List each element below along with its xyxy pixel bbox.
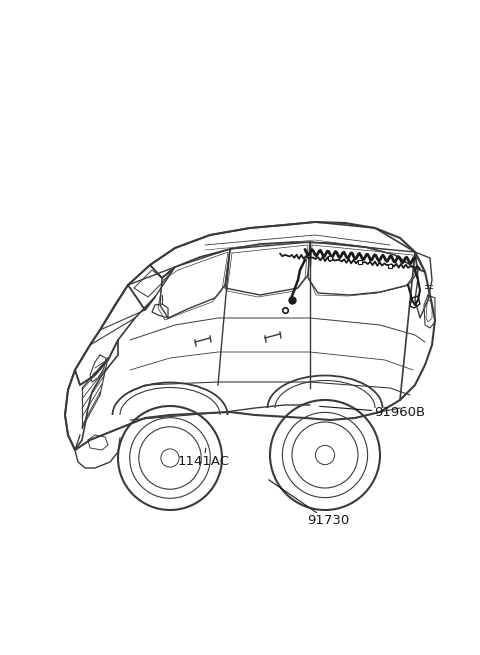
Text: 91960B: 91960B: [320, 406, 426, 419]
Text: 1141AC: 1141AC: [178, 448, 229, 468]
Text: 91730: 91730: [269, 479, 349, 527]
